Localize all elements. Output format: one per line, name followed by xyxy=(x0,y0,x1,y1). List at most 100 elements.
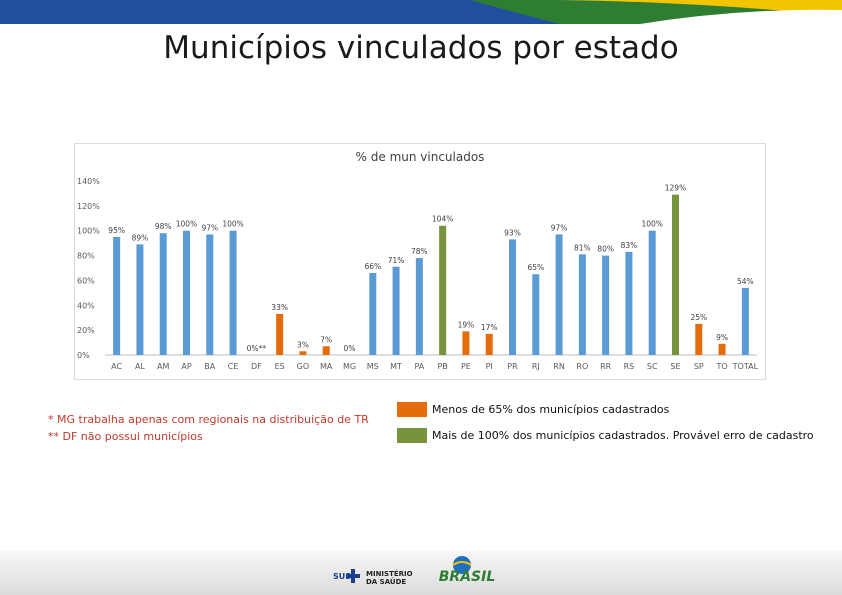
data-label-pb: 104% xyxy=(432,215,453,224)
bar-pi xyxy=(485,333,493,355)
x-tick-label-ba: BA xyxy=(204,362,215,371)
data-label-go: 3% xyxy=(297,340,309,349)
x-tick-label-pe: PE xyxy=(461,362,471,371)
data-label-ms: 66% xyxy=(364,262,381,271)
bar-pa xyxy=(415,258,423,355)
legend-swatch-below xyxy=(397,402,427,417)
bar-pr xyxy=(509,239,516,355)
data-label-rj: 65% xyxy=(527,263,544,272)
x-tick-label-ac: AC xyxy=(111,362,122,371)
x-tick-label-pb: PB xyxy=(437,362,447,371)
x-tick-label-pr: PR xyxy=(507,362,518,371)
bar-rj xyxy=(532,274,540,355)
y-tick-label: 40% xyxy=(77,301,95,310)
data-label-ma: 7% xyxy=(320,335,332,344)
bar-sc xyxy=(648,230,656,355)
y-tick-label: 80% xyxy=(77,252,95,261)
bar-am xyxy=(159,233,167,355)
data-label-df: 0%** xyxy=(247,344,267,353)
y-tick-label: 0% xyxy=(77,351,90,360)
x-tick-label-ms: MS xyxy=(367,362,379,371)
bar-es xyxy=(276,313,284,355)
data-label-rn: 97% xyxy=(551,223,568,232)
x-tick-label-sc: SC xyxy=(647,362,658,371)
x-tick-label-total: TOTAL xyxy=(732,362,759,371)
x-tick-label-am: AM xyxy=(157,362,169,371)
x-tick-label-mg: MG xyxy=(343,362,356,371)
data-label-ro: 81% xyxy=(574,243,591,252)
bar-ms xyxy=(369,272,377,355)
cross-icon xyxy=(346,569,360,583)
sus-logo: SUS xyxy=(333,572,352,581)
data-label-pe: 19% xyxy=(458,320,475,329)
bar-sp xyxy=(695,323,703,355)
data-label-pi: 17% xyxy=(481,323,498,332)
data-label-sc: 100% xyxy=(641,220,662,229)
data-label-ce: 100% xyxy=(222,220,243,229)
footer-band xyxy=(0,551,842,595)
ministry-line-1: MINISTÉRIO xyxy=(366,570,413,578)
y-tick-label: 60% xyxy=(77,276,95,285)
data-label-rs: 83% xyxy=(621,241,638,250)
data-label-am: 98% xyxy=(155,222,172,231)
bar-al xyxy=(136,244,144,355)
bar-ma xyxy=(322,346,330,355)
bar-go xyxy=(299,351,307,355)
bar-to xyxy=(718,343,726,355)
chart-container: % de mun vinculados 140% 120% 100% 80% 60% 40%… xyxy=(74,143,766,380)
bar-chart: % de mun vinculados 140% 120% 100% 80% 60% 40%… xyxy=(77,150,759,371)
bar-rs xyxy=(625,251,633,355)
legend-label-below: Menos de 65% dos municípios cadastrados xyxy=(432,403,670,416)
data-label-rr: 80% xyxy=(597,245,614,254)
data-label-ap: 100% xyxy=(176,220,197,229)
x-tick-label-ma: MA xyxy=(320,362,333,371)
note-mg: * MG trabalha apenas com regionais na di… xyxy=(48,413,369,426)
x-tick-label-es: ES xyxy=(275,362,285,371)
x-tick-label-rs: RS xyxy=(624,362,635,371)
brasil-government-logo: BRASIL xyxy=(422,555,512,591)
data-label-total: 54% xyxy=(737,277,754,286)
data-label-sp: 25% xyxy=(690,313,707,322)
top-decorative-band xyxy=(0,0,842,24)
data-label-al: 89% xyxy=(132,233,149,242)
x-tick-label-go: GO xyxy=(297,362,310,371)
x-tick-label-ro: RO xyxy=(576,362,588,371)
x-tick-label-ce: CE xyxy=(228,362,239,371)
bar-ap xyxy=(183,230,190,355)
data-label-pr: 93% xyxy=(504,228,521,237)
bar-pe xyxy=(462,331,470,355)
legend-swatch-above xyxy=(397,428,427,443)
note-df: ** DF não possui municípios xyxy=(48,430,203,443)
y-tick-label: 120% xyxy=(77,202,100,211)
x-tick-label-sp: SP xyxy=(694,362,704,371)
bar-total xyxy=(741,287,749,355)
bar-ro xyxy=(578,254,586,355)
y-tick-label: 100% xyxy=(77,227,100,236)
data-label-ba: 97% xyxy=(201,223,218,232)
y-tick-label: 140% xyxy=(77,177,100,186)
x-tick-label-to: TO xyxy=(715,362,727,371)
x-tick-label-al: AL xyxy=(135,362,145,371)
data-label-to: 9% xyxy=(716,333,728,342)
bar-rr xyxy=(602,255,610,355)
bar-mt xyxy=(392,266,400,355)
x-tick-label-rn: RN xyxy=(553,362,565,371)
data-label-mt: 71% xyxy=(388,256,405,265)
bar-pb xyxy=(439,225,447,355)
data-label-es: 33% xyxy=(271,303,288,312)
bar-ce xyxy=(229,230,237,355)
bar-rn xyxy=(555,234,563,355)
x-tick-label-ap: AP xyxy=(181,362,191,371)
data-label-ac: 95% xyxy=(108,226,125,235)
legend-label-above: Mais de 100% dos municípios cadastrados.… xyxy=(432,429,814,442)
bar-ba xyxy=(206,234,214,355)
data-label-pa: 78% xyxy=(411,247,428,256)
brasil-wordmark: BRASIL xyxy=(439,569,496,585)
chart-title: % de mun vinculados xyxy=(356,150,485,164)
data-label-mg: 0% xyxy=(344,344,356,353)
x-tick-label-mt: MT xyxy=(390,362,402,371)
bar-se xyxy=(672,194,679,355)
ministry-logo: MINISTÉRIO DA SAÚDE xyxy=(366,570,413,586)
y-tick-label: 20% xyxy=(77,326,95,335)
ministry-line-2: DA SAÚDE xyxy=(366,578,407,586)
